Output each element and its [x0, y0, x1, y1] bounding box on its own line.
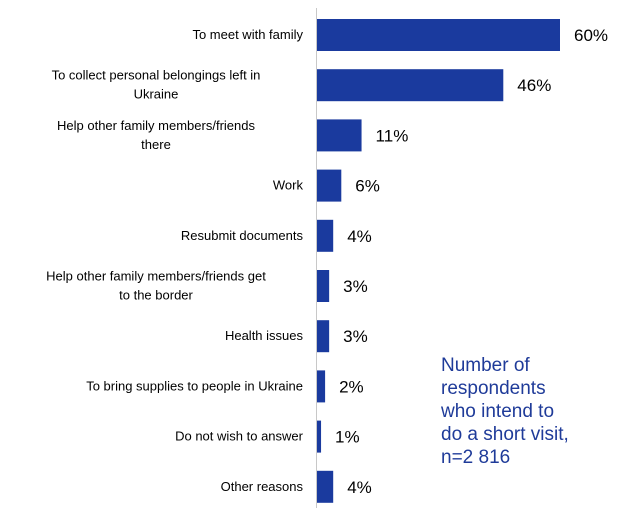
value-label: 3%: [343, 327, 368, 346]
bar: [317, 420, 322, 453]
category-label: To collect personal belongings left in: [52, 68, 261, 83]
value-label: 3%: [343, 277, 368, 296]
bar: [317, 69, 504, 102]
value-label: 6%: [355, 177, 380, 196]
value-label: 46%: [517, 76, 551, 95]
category-label: To bring supplies to people in Ukraine: [86, 378, 303, 393]
category-label: Other reasons: [221, 479, 304, 494]
value-label: 60%: [574, 26, 608, 45]
category-label: Help other family members/friends get: [46, 269, 266, 284]
value-label: 2%: [339, 377, 364, 396]
category-labels-group: To meet with family To collect personal b…: [46, 27, 303, 494]
bar: [317, 370, 326, 403]
bar: [317, 219, 334, 252]
annotation-line: respondents: [441, 378, 546, 399]
annotation-line: who intend to: [441, 401, 555, 422]
category-label: Do not wish to answer: [175, 429, 304, 444]
category-label: Work: [273, 178, 304, 193]
bar: [317, 119, 362, 152]
annotation-line: n=2 816: [441, 447, 511, 468]
bar: [317, 169, 342, 202]
category-label: to the border: [119, 288, 193, 303]
bar: [317, 320, 330, 353]
value-label: 1%: [335, 428, 360, 447]
value-labels-group: 60% 46% 11% 6% 4% 3% 3% 2% 1% 4%: [335, 26, 608, 497]
category-label: Ukraine: [134, 87, 179, 102]
value-label: 4%: [347, 227, 372, 246]
category-label: To meet with family: [192, 27, 303, 42]
value-label: 4%: [347, 478, 372, 497]
bar: [317, 19, 560, 51]
category-label: Health issues: [225, 328, 304, 343]
category-label: Help other family members/friends: [57, 118, 255, 133]
bar: [317, 470, 334, 503]
annotation-line: do a short visit,: [441, 424, 569, 445]
sample-size-annotation: Number of respondents who intend to do a…: [441, 354, 616, 469]
category-label: Resubmit documents: [181, 228, 304, 243]
category-label: there: [141, 137, 171, 152]
value-label: 11%: [376, 126, 409, 145]
bars-group: [317, 19, 560, 503]
bar: [317, 270, 330, 302]
annotation-line: Number of: [441, 355, 530, 376]
